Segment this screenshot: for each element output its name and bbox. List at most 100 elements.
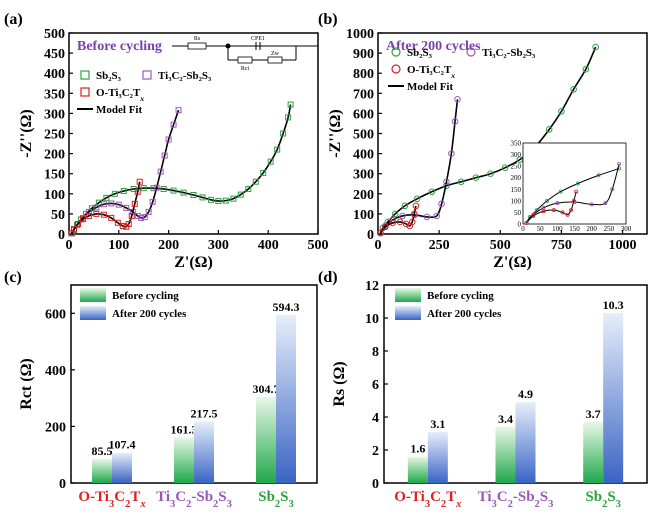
data-point xyxy=(149,198,156,205)
data-point xyxy=(108,214,115,221)
data-point xyxy=(401,202,409,210)
data-point xyxy=(125,220,132,227)
y-tick-label: 350 xyxy=(44,87,65,102)
y-tick-label: 100 xyxy=(353,208,374,223)
bar-value-label: 4.9 xyxy=(518,387,533,401)
panel-label: (b) xyxy=(318,11,338,28)
equivalent-circuit: Rs CPE1 Rct Zw xyxy=(172,36,318,72)
y-tick-label: 500 xyxy=(44,27,65,42)
data-point xyxy=(175,107,182,114)
data-point xyxy=(423,213,431,221)
data-point xyxy=(274,146,281,153)
legend-label: O-Ti₃C₂Tx xyxy=(407,64,455,80)
panel-label: (d) xyxy=(318,269,338,286)
data-point xyxy=(245,185,252,192)
data-point xyxy=(413,195,421,203)
data-point xyxy=(230,195,237,202)
data-point xyxy=(120,187,127,194)
data-point xyxy=(170,121,177,128)
data-point xyxy=(433,212,440,220)
y-tick-label: 250 xyxy=(44,128,65,143)
panel-title: Before cycling xyxy=(77,39,162,54)
data-point xyxy=(93,204,100,211)
data-point xyxy=(190,192,197,199)
inset-point xyxy=(617,161,622,166)
inset-point xyxy=(575,181,580,186)
resistor-rct xyxy=(237,56,253,64)
inset-fit-line xyxy=(526,191,577,224)
data-point xyxy=(472,174,480,182)
bar-before xyxy=(256,396,276,483)
legend-label-after: After 200 cycles xyxy=(427,308,502,320)
fit-line xyxy=(71,104,292,234)
bar-after xyxy=(515,402,536,483)
y-tick-label: 200 xyxy=(44,148,65,163)
inset-x-tick: 100 xyxy=(552,225,563,233)
bar-after xyxy=(603,313,624,483)
legend-label-before: Before cycling xyxy=(427,290,494,302)
data-point xyxy=(237,191,244,198)
bar-before xyxy=(495,426,516,483)
data-point xyxy=(285,114,292,121)
data-point xyxy=(545,126,553,133)
data-point xyxy=(123,204,130,211)
data-point xyxy=(448,150,455,157)
y-tick-label: 4 xyxy=(372,411,379,426)
data-point xyxy=(399,212,406,220)
series-Sb2S3 xyxy=(68,101,294,237)
data-point xyxy=(402,220,410,228)
x-axis-label: Z'(Ω) xyxy=(493,254,532,271)
inset-point xyxy=(560,210,565,215)
x-tick-label: 500 xyxy=(490,238,511,253)
data-point xyxy=(145,208,152,215)
bar-before xyxy=(92,458,112,483)
bar-before xyxy=(583,421,604,483)
panel-label: (c) xyxy=(4,269,22,286)
data-point xyxy=(79,216,86,223)
data-point xyxy=(260,169,267,176)
bar-value-label: 3.1 xyxy=(430,417,445,431)
legend-label: Ti₃C₂-Sb₂S₃ xyxy=(158,70,212,82)
y-axis-label: Rs (Ω) xyxy=(331,361,348,406)
bar-before xyxy=(407,456,428,483)
y-tick-label: 800 xyxy=(353,67,374,82)
warburg-zw xyxy=(267,56,283,64)
panel-a: 0 100 200 300 400 500050100150200250300350400… xyxy=(4,11,329,271)
circuit-label: Rs xyxy=(194,36,201,42)
data-point xyxy=(157,168,164,175)
inset-point xyxy=(545,198,550,203)
data-point xyxy=(592,43,599,51)
category-label: Ti3C2-Sb2S3 xyxy=(478,489,554,510)
bar-after xyxy=(112,452,132,483)
circuit-label: CPE1 xyxy=(251,36,265,42)
inset-x-tick: 200 xyxy=(586,225,597,233)
data-point xyxy=(85,208,92,215)
legend-label-before: Before cycling xyxy=(112,290,179,302)
y-tick-label: 12 xyxy=(365,279,379,294)
x-tick-label: 100 xyxy=(108,238,129,253)
bar-after xyxy=(194,421,214,483)
inset-y-tick: 50 xyxy=(514,209,522,217)
legend-marker xyxy=(142,70,152,80)
inset-point xyxy=(531,213,536,218)
y-axis-label: -Z''(Ω) xyxy=(327,109,344,157)
y-tick-label: 2 xyxy=(372,444,379,459)
legend-label: Sb₂S₃ xyxy=(96,70,122,82)
y-tick-label: 200 xyxy=(45,420,66,435)
legend-marker xyxy=(391,64,401,74)
data-point xyxy=(138,214,145,221)
data-point xyxy=(85,212,92,219)
legend-marker xyxy=(80,70,90,80)
bar-value-label: 304.7 xyxy=(253,382,280,396)
data-point xyxy=(280,130,287,137)
inset-point xyxy=(565,212,570,217)
data-point xyxy=(222,197,229,204)
data-point xyxy=(454,96,461,103)
x-tick-label: 750 xyxy=(551,238,572,253)
x-tick-label: 400 xyxy=(258,238,279,253)
x-tick-label: 0 xyxy=(375,238,382,253)
x-tick-label: 300 xyxy=(208,238,229,253)
y-axis-label: Rct (Ω) xyxy=(18,358,35,409)
